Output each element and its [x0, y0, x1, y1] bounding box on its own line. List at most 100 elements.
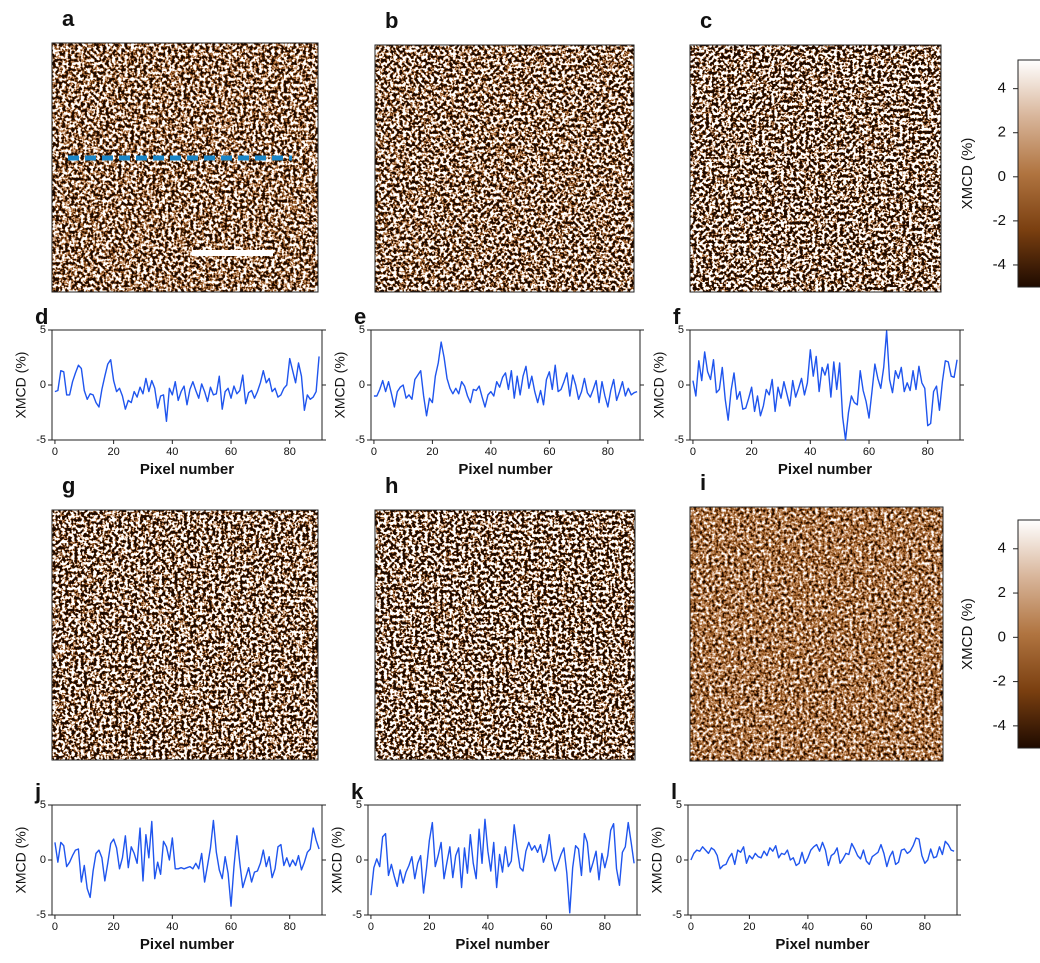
y-tick-label: 5: [356, 799, 362, 811]
plot-frame: [51, 329, 323, 441]
colorbar-label: XMCD (%): [959, 138, 976, 210]
colorbar-tick-label: -4: [993, 256, 1006, 273]
map-frame: [689, 44, 942, 293]
x-tick-label: 40: [482, 921, 494, 933]
colorbar-tick-label: 2: [998, 584, 1006, 601]
x-tick-label: 60: [543, 446, 555, 458]
x-tick-label: 20: [423, 921, 435, 933]
x-tick-label: 60: [860, 921, 872, 933]
xmcd-map: [52, 510, 318, 760]
x-tick-label: 60: [225, 446, 237, 458]
colorbar-tick-label: 4: [998, 80, 1006, 97]
y-tick-label: 0: [359, 379, 365, 391]
x-tick-label: 0: [371, 446, 377, 458]
colorbar: [1017, 59, 1040, 288]
panel-letter: e: [354, 304, 366, 329]
map-frame: [374, 509, 636, 761]
x-tick-label: 20: [746, 446, 758, 458]
map-frame: [374, 44, 635, 293]
y-tick-label: 5: [40, 799, 46, 811]
colorbar-tick-label: 4: [998, 540, 1006, 557]
colorbar-tick-label: -2: [993, 673, 1006, 690]
x-tick-label: 60: [863, 446, 875, 458]
colorbar-tick-label: 2: [998, 124, 1006, 141]
y-tick-label: 0: [40, 379, 46, 391]
xmcd-profile: [373, 341, 638, 417]
panel-letter: a: [62, 6, 75, 31]
y-tick-label: 0: [678, 379, 684, 391]
x-tick-label: 0: [368, 921, 374, 933]
x-axis-label: Pixel number: [775, 936, 869, 953]
x-tick-label: 40: [802, 921, 814, 933]
y-tick-label: 5: [676, 799, 682, 811]
colorbar-tick-label: 0: [998, 168, 1006, 185]
y-tick-label: 0: [356, 854, 362, 866]
y-axis-label: XMCD (%): [649, 827, 665, 894]
x-tick-label: 80: [922, 446, 934, 458]
map-frame: [51, 509, 319, 761]
y-tick-label: 5: [40, 324, 46, 336]
maps: a b c g h i: [51, 6, 944, 762]
colorbar-tick-label: -2: [993, 212, 1006, 229]
x-tick-label: 80: [284, 921, 296, 933]
xmcd-map: [690, 45, 941, 292]
x-tick-label: 80: [599, 921, 611, 933]
colorbar-label: XMCD (%): [959, 598, 976, 670]
panel-letter: d: [35, 304, 48, 329]
x-tick-label: 80: [602, 446, 614, 458]
plot-frame: [51, 804, 323, 916]
panel-letter: g: [62, 473, 75, 498]
y-tick-label: -5: [36, 909, 46, 921]
xmcd-map: [690, 507, 943, 761]
y-tick-label: 0: [40, 854, 46, 866]
x-tick-label: 40: [804, 446, 816, 458]
y-tick-label: -5: [674, 434, 684, 446]
panel-letter: k: [351, 779, 364, 804]
x-tick-label: 60: [225, 921, 237, 933]
y-axis-label: XMCD (%): [13, 352, 29, 419]
y-tick-label: -5: [36, 434, 46, 446]
x-tick-label: 20: [108, 921, 120, 933]
y-tick-label: -5: [352, 909, 362, 921]
x-tick-label: 80: [919, 921, 931, 933]
xmcd-profile: [54, 356, 320, 422]
x-tick-label: 40: [166, 446, 178, 458]
panel-letter: h: [385, 473, 398, 498]
x-axis-label: Pixel number: [778, 461, 872, 478]
xmcd-profile: [692, 330, 958, 441]
x-tick-label: 0: [690, 446, 696, 458]
panel-letter: i: [700, 470, 706, 495]
y-axis-label: XMCD (%): [13, 827, 29, 894]
colorbar: [1017, 519, 1040, 749]
colorbar-tick-label: -4: [993, 717, 1006, 734]
panel-letter: j: [34, 779, 41, 804]
panel-letter: l: [671, 779, 677, 804]
x-axis-label: Pixel number: [140, 936, 234, 953]
xmcd-profile: [690, 837, 955, 870]
xmcd-profile: [54, 819, 320, 907]
map-overlay: [68, 155, 292, 256]
x-axis-label: Pixel number: [458, 461, 552, 478]
map-frame: [51, 42, 319, 293]
x-tick-label: 0: [52, 446, 58, 458]
xmcd-profile: [370, 818, 635, 914]
plot-frame: [689, 329, 961, 441]
y-tick-label: -5: [672, 909, 682, 921]
panel-letter: c: [700, 8, 712, 33]
x-tick-label: 20: [426, 446, 438, 458]
y-tick-label: -5: [355, 434, 365, 446]
y-axis-label: XMCD (%): [651, 352, 667, 419]
y-tick-label: 0: [676, 854, 682, 866]
x-axis-label: Pixel number: [455, 936, 549, 953]
x-tick-label: 60: [540, 921, 552, 933]
x-axis-label: Pixel number: [140, 461, 234, 478]
x-tick-label: 0: [688, 921, 694, 933]
colorbar-tick-label: 0: [998, 628, 1006, 645]
xmcd-map: [375, 45, 634, 292]
x-tick-label: 0: [52, 921, 58, 933]
x-tick-label: 40: [166, 921, 178, 933]
x-tick-label: 80: [284, 446, 296, 458]
panel-letter: b: [385, 8, 398, 33]
